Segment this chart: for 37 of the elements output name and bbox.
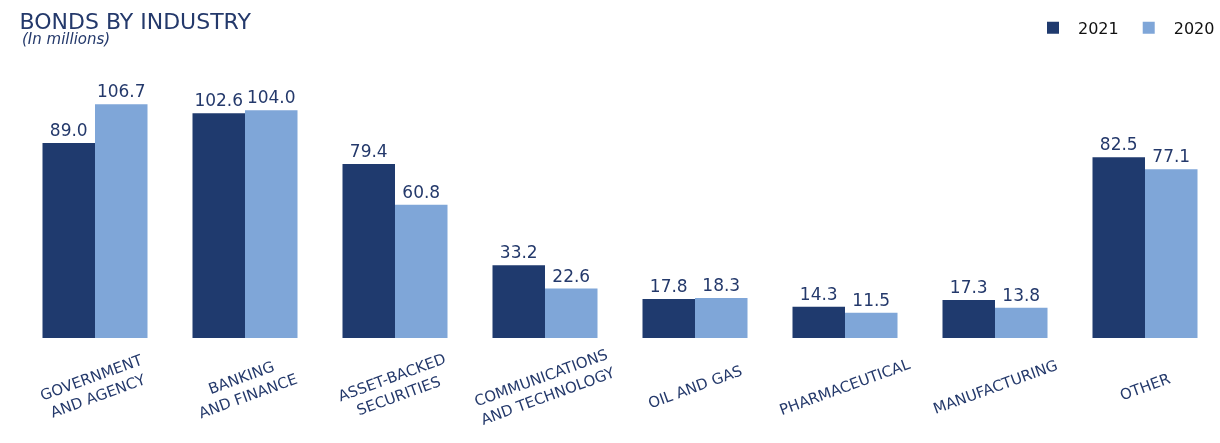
bar <box>95 104 148 338</box>
data-label: 77.1 <box>1152 146 1191 167</box>
bar <box>1092 157 1145 338</box>
data-label: 17.3 <box>949 277 988 298</box>
bar <box>792 306 845 338</box>
chart-subtitle: (In millions) <box>22 30 111 48</box>
x-tick-label: OIL AND GAS <box>645 361 745 413</box>
data-label: 11.5 <box>852 289 891 310</box>
data-label: 18.3 <box>702 274 741 295</box>
bar <box>342 164 395 338</box>
data-label: 89.0 <box>49 120 88 141</box>
bar <box>695 297 748 338</box>
bar <box>192 113 245 338</box>
bar <box>642 299 695 338</box>
data-label: 33.2 <box>499 242 538 263</box>
bar <box>42 143 95 338</box>
bar <box>545 288 598 338</box>
data-label: 82.5 <box>1099 134 1138 155</box>
bar <box>245 110 298 338</box>
data-label: 102.6 <box>194 90 244 111</box>
data-label: 17.8 <box>649 276 688 297</box>
data-label: 22.6 <box>552 265 591 286</box>
data-label: 14.3 <box>799 283 838 304</box>
data-label: 106.7 <box>96 81 146 102</box>
data-label: 60.8 <box>402 181 441 202</box>
legend-label: 2021 <box>1078 18 1119 38</box>
bar <box>1145 169 1198 338</box>
data-label: 104.0 <box>246 87 296 108</box>
bar <box>995 307 1048 338</box>
bar <box>395 204 448 338</box>
legend-label: 2020 <box>1173 18 1215 38</box>
bar <box>942 300 995 338</box>
data-label: 79.4 <box>349 141 388 162</box>
bar <box>845 312 898 338</box>
bar <box>492 265 545 338</box>
data-label: 13.8 <box>1002 284 1041 305</box>
x-tick-label: OTHER <box>1117 369 1173 405</box>
